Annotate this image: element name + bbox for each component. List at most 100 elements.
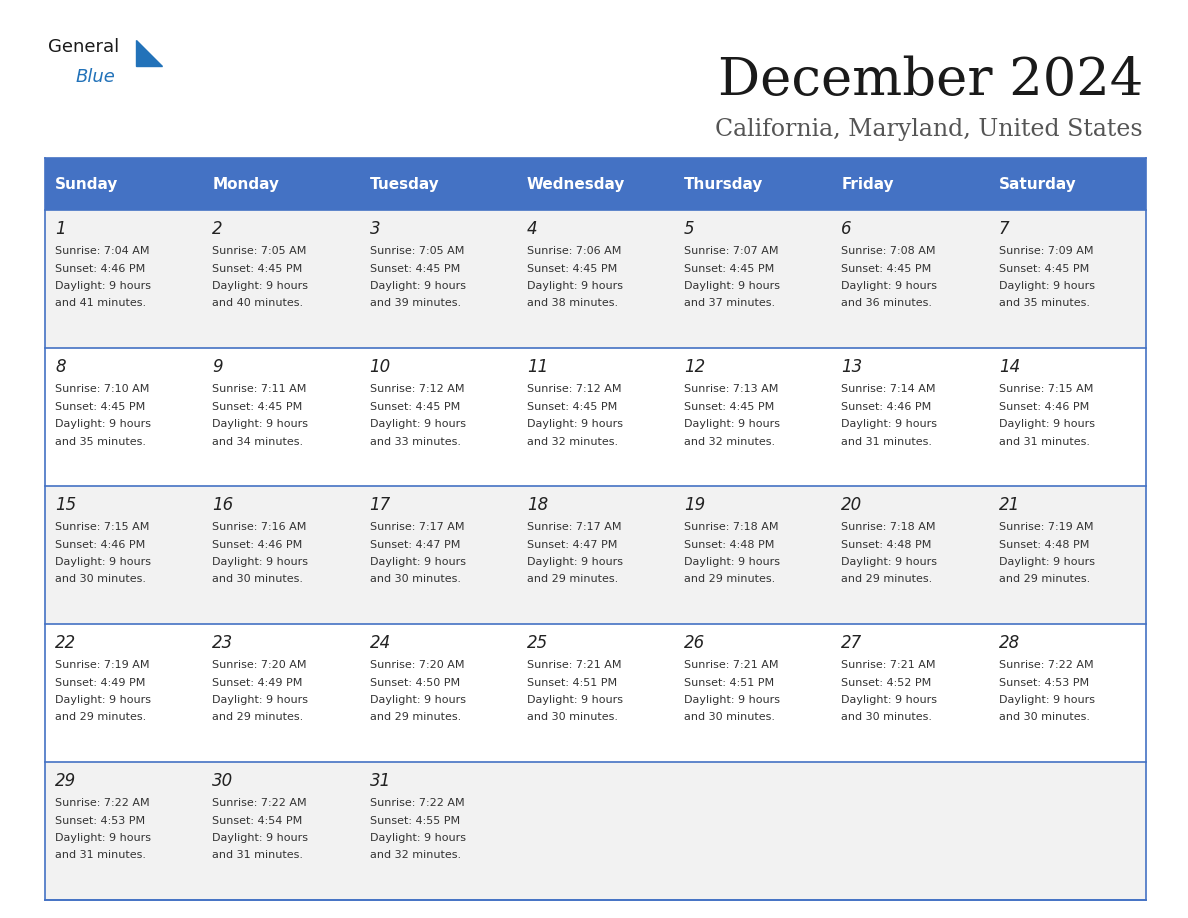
Text: and 31 minutes.: and 31 minutes. bbox=[55, 850, 146, 860]
Text: Sunrise: 7:19 AM: Sunrise: 7:19 AM bbox=[55, 660, 150, 670]
Text: Sunrise: 7:10 AM: Sunrise: 7:10 AM bbox=[55, 384, 150, 394]
Text: 7: 7 bbox=[999, 220, 1010, 238]
Text: Daylight: 9 hours: Daylight: 9 hours bbox=[369, 557, 466, 567]
Text: and 29 minutes.: and 29 minutes. bbox=[369, 712, 461, 722]
Text: 28: 28 bbox=[999, 634, 1020, 652]
Text: Daylight: 9 hours: Daylight: 9 hours bbox=[684, 557, 781, 567]
Text: and 29 minutes.: and 29 minutes. bbox=[213, 712, 304, 722]
Text: Sunrise: 7:08 AM: Sunrise: 7:08 AM bbox=[841, 246, 936, 256]
Text: Sunrise: 7:07 AM: Sunrise: 7:07 AM bbox=[684, 246, 778, 256]
Text: Daylight: 9 hours: Daylight: 9 hours bbox=[369, 419, 466, 429]
Text: 25: 25 bbox=[526, 634, 548, 652]
Text: Sunrise: 7:18 AM: Sunrise: 7:18 AM bbox=[684, 522, 778, 532]
Text: Sunset: 4:53 PM: Sunset: 4:53 PM bbox=[999, 677, 1089, 688]
Text: Daylight: 9 hours: Daylight: 9 hours bbox=[213, 833, 308, 843]
Text: 6: 6 bbox=[841, 220, 852, 238]
Text: and 30 minutes.: and 30 minutes. bbox=[369, 575, 461, 585]
Text: Sunset: 4:47 PM: Sunset: 4:47 PM bbox=[369, 540, 460, 550]
Text: Sunset: 4:48 PM: Sunset: 4:48 PM bbox=[841, 540, 931, 550]
Text: Daylight: 9 hours: Daylight: 9 hours bbox=[369, 833, 466, 843]
Text: Sunrise: 7:06 AM: Sunrise: 7:06 AM bbox=[526, 246, 621, 256]
Text: and 36 minutes.: and 36 minutes. bbox=[841, 298, 933, 308]
Text: Sunrise: 7:04 AM: Sunrise: 7:04 AM bbox=[55, 246, 150, 256]
Text: Sunset: 4:45 PM: Sunset: 4:45 PM bbox=[684, 401, 775, 411]
Bar bbox=[45, 624, 1146, 762]
Text: Sunset: 4:51 PM: Sunset: 4:51 PM bbox=[526, 677, 617, 688]
Text: 20: 20 bbox=[841, 496, 862, 514]
Text: and 30 minutes.: and 30 minutes. bbox=[999, 712, 1089, 722]
Text: 22: 22 bbox=[55, 634, 76, 652]
Text: Sunset: 4:53 PM: Sunset: 4:53 PM bbox=[55, 815, 145, 825]
Text: Sunset: 4:46 PM: Sunset: 4:46 PM bbox=[841, 401, 931, 411]
Text: and 39 minutes.: and 39 minutes. bbox=[369, 298, 461, 308]
Text: and 37 minutes.: and 37 minutes. bbox=[684, 298, 776, 308]
Text: 18: 18 bbox=[526, 496, 548, 514]
Text: Daylight: 9 hours: Daylight: 9 hours bbox=[213, 419, 308, 429]
Text: Sunset: 4:45 PM: Sunset: 4:45 PM bbox=[999, 263, 1089, 274]
Text: and 33 minutes.: and 33 minutes. bbox=[369, 436, 461, 446]
Text: Daylight: 9 hours: Daylight: 9 hours bbox=[684, 695, 781, 705]
Text: Blue: Blue bbox=[76, 68, 116, 86]
Text: Sunrise: 7:11 AM: Sunrise: 7:11 AM bbox=[213, 384, 307, 394]
Text: and 32 minutes.: and 32 minutes. bbox=[684, 436, 776, 446]
Text: and 31 minutes.: and 31 minutes. bbox=[999, 436, 1089, 446]
Text: and 29 minutes.: and 29 minutes. bbox=[55, 712, 146, 722]
Text: Sunset: 4:45 PM: Sunset: 4:45 PM bbox=[684, 263, 775, 274]
Text: and 31 minutes.: and 31 minutes. bbox=[841, 436, 933, 446]
Bar bbox=[45, 210, 1146, 348]
Text: 31: 31 bbox=[369, 772, 391, 790]
Text: and 30 minutes.: and 30 minutes. bbox=[55, 575, 146, 585]
Text: Sunrise: 7:17 AM: Sunrise: 7:17 AM bbox=[526, 522, 621, 532]
Text: and 32 minutes.: and 32 minutes. bbox=[369, 850, 461, 860]
Text: Sunrise: 7:22 AM: Sunrise: 7:22 AM bbox=[213, 798, 307, 808]
Text: Daylight: 9 hours: Daylight: 9 hours bbox=[999, 419, 1094, 429]
Text: 9: 9 bbox=[213, 358, 223, 376]
Text: Sunrise: 7:22 AM: Sunrise: 7:22 AM bbox=[55, 798, 150, 808]
Text: and 29 minutes.: and 29 minutes. bbox=[841, 575, 933, 585]
Text: Daylight: 9 hours: Daylight: 9 hours bbox=[55, 419, 151, 429]
Text: Sunrise: 7:22 AM: Sunrise: 7:22 AM bbox=[369, 798, 465, 808]
Text: and 29 minutes.: and 29 minutes. bbox=[684, 575, 776, 585]
Text: 1: 1 bbox=[55, 220, 65, 238]
Text: and 32 minutes.: and 32 minutes. bbox=[526, 436, 618, 446]
Text: Sunrise: 7:16 AM: Sunrise: 7:16 AM bbox=[213, 522, 307, 532]
Text: Daylight: 9 hours: Daylight: 9 hours bbox=[55, 557, 151, 567]
Text: Daylight: 9 hours: Daylight: 9 hours bbox=[526, 281, 623, 291]
Text: Sunset: 4:45 PM: Sunset: 4:45 PM bbox=[369, 401, 460, 411]
Text: Sunrise: 7:05 AM: Sunrise: 7:05 AM bbox=[213, 246, 307, 256]
Text: 27: 27 bbox=[841, 634, 862, 652]
Text: 24: 24 bbox=[369, 634, 391, 652]
Text: and 35 minutes.: and 35 minutes. bbox=[999, 298, 1089, 308]
Text: Sunset: 4:45 PM: Sunset: 4:45 PM bbox=[369, 263, 460, 274]
Text: Sunset: 4:47 PM: Sunset: 4:47 PM bbox=[526, 540, 618, 550]
Text: December 2024: December 2024 bbox=[718, 55, 1143, 106]
Text: 23: 23 bbox=[213, 634, 234, 652]
Text: 14: 14 bbox=[999, 358, 1020, 376]
Text: and 29 minutes.: and 29 minutes. bbox=[526, 575, 618, 585]
Text: 8: 8 bbox=[55, 358, 65, 376]
Text: 17: 17 bbox=[369, 496, 391, 514]
Text: and 30 minutes.: and 30 minutes. bbox=[526, 712, 618, 722]
Text: 16: 16 bbox=[213, 496, 234, 514]
Text: 10: 10 bbox=[369, 358, 391, 376]
Text: Sunrise: 7:15 AM: Sunrise: 7:15 AM bbox=[55, 522, 150, 532]
Text: Tuesday: Tuesday bbox=[369, 176, 440, 192]
Text: Sunrise: 7:18 AM: Sunrise: 7:18 AM bbox=[841, 522, 936, 532]
Text: Daylight: 9 hours: Daylight: 9 hours bbox=[213, 281, 308, 291]
Text: 5: 5 bbox=[684, 220, 695, 238]
Text: and 35 minutes.: and 35 minutes. bbox=[55, 436, 146, 446]
Bar bbox=[45, 762, 1146, 900]
Text: 4: 4 bbox=[526, 220, 537, 238]
Text: Daylight: 9 hours: Daylight: 9 hours bbox=[55, 695, 151, 705]
Text: Sunset: 4:48 PM: Sunset: 4:48 PM bbox=[684, 540, 775, 550]
Text: Sunrise: 7:09 AM: Sunrise: 7:09 AM bbox=[999, 246, 1093, 256]
Text: Sunset: 4:45 PM: Sunset: 4:45 PM bbox=[213, 263, 303, 274]
Text: 2: 2 bbox=[213, 220, 223, 238]
Text: Sunrise: 7:21 AM: Sunrise: 7:21 AM bbox=[526, 660, 621, 670]
Text: 3: 3 bbox=[369, 220, 380, 238]
Text: Sunrise: 7:14 AM: Sunrise: 7:14 AM bbox=[841, 384, 936, 394]
Text: Wednesday: Wednesday bbox=[526, 176, 625, 192]
Text: and 30 minutes.: and 30 minutes. bbox=[841, 712, 933, 722]
Text: Saturday: Saturday bbox=[999, 176, 1076, 192]
Text: Daylight: 9 hours: Daylight: 9 hours bbox=[999, 695, 1094, 705]
